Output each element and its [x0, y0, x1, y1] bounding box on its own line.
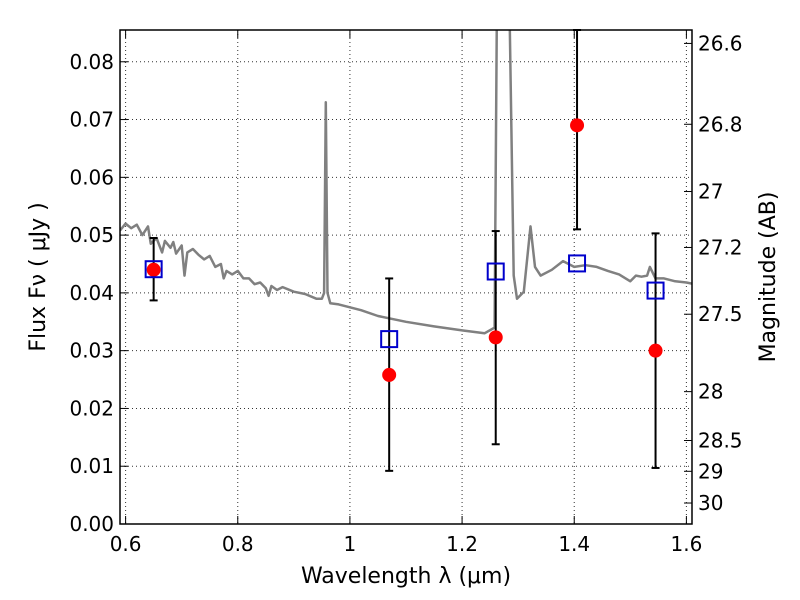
model-photometry-point — [568, 254, 587, 273]
observed-point — [570, 118, 585, 133]
y-tick-label: 0.04 — [69, 281, 114, 305]
y2-tick-label: 27.5 — [698, 302, 743, 326]
x-axis-ticks: 0.6 0.8 1 1.2 1.4 1.6 — [110, 30, 702, 556]
grid — [120, 30, 692, 525]
y2-axis-label: Magnitude (AB) — [756, 192, 781, 363]
y-tick-label: 0.08 — [69, 50, 114, 74]
model-photometry-point — [380, 330, 399, 349]
y-tick-label: 0.03 — [69, 339, 114, 363]
observed-point — [146, 262, 161, 277]
y2-tick-label: 27 — [698, 180, 723, 204]
y-tick-label: 0.05 — [69, 223, 114, 247]
x-tick-label: 1 — [344, 532, 357, 556]
x-tick-label: 1.6 — [670, 532, 702, 556]
y2-tick-label: 26.8 — [698, 112, 743, 136]
y2-tick-label: 28 — [698, 380, 723, 404]
plot-frame — [119, 29, 693, 525]
model-photometry-point — [486, 262, 505, 281]
x-axis-label: Wavelength λ (μm) — [301, 564, 511, 589]
y-tick-label: 0.07 — [69, 108, 114, 132]
x-tick-label: 1.2 — [446, 532, 478, 556]
y-axis-label: Flux Fν ( μJy ) — [26, 202, 51, 351]
model-photometry-points — [144, 254, 665, 349]
x-tick-label: 1.4 — [558, 532, 590, 556]
y-tick-label: 0.00 — [69, 512, 114, 536]
y-tick-label: 0.06 — [69, 165, 114, 189]
observed-point — [648, 343, 663, 358]
y2-tick-label: 30 — [698, 491, 723, 515]
y2-axis-ticks: 26.6 26.8 27 27.2 27.5 28 28.5 29 30 — [684, 31, 743, 515]
template-spectrum-line — [120, 30, 692, 335]
y2-tick-label: 26.6 — [698, 31, 743, 55]
x-tick-label: 0.6 — [110, 532, 142, 556]
error-bars — [149, 29, 660, 472]
y2-tick-label: 27.2 — [698, 235, 743, 259]
y2-tick-label: 29 — [698, 459, 723, 483]
y2-tick-label: 28.5 — [698, 428, 743, 452]
x-tick-label: 0.8 — [222, 532, 254, 556]
y-axis-ticks: 0.00 0.01 0.02 0.03 0.04 0.05 0.06 0.07 0.08 — [69, 50, 128, 536]
y-tick-label: 0.01 — [69, 454, 114, 478]
model-photometry-point — [144, 260, 163, 279]
observed-points — [146, 118, 663, 382]
template-spectrum — [120, 30, 692, 335]
model-photometry-point — [646, 281, 665, 300]
observed-point — [382, 367, 397, 382]
y-tick-label: 0.02 — [69, 396, 114, 420]
observed-point — [488, 330, 503, 345]
